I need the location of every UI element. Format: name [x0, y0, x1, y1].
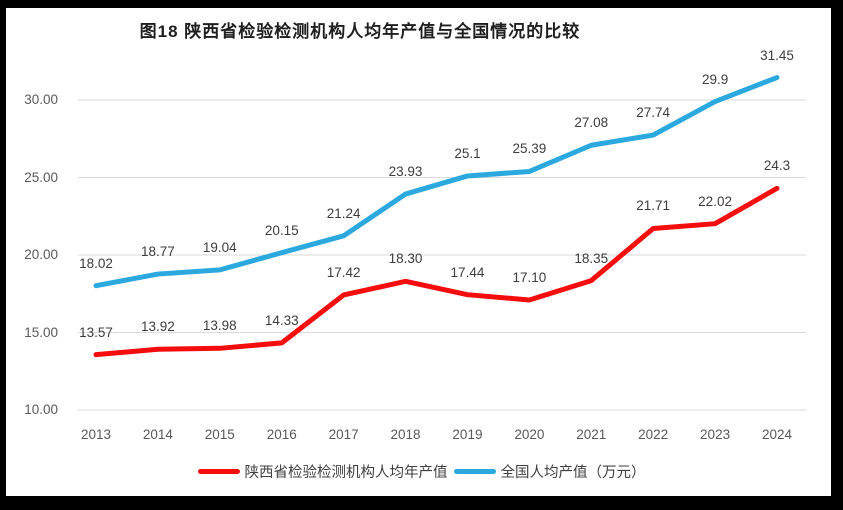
y-tick-label: 10.00	[24, 402, 58, 417]
y-tick-label: 15.00	[24, 324, 58, 340]
data-label: 18.30	[388, 251, 423, 267]
x-tick-label: 2018	[390, 427, 421, 442]
x-tick-label: 2023	[700, 427, 731, 442]
data-label: 25.39	[512, 141, 547, 157]
data-label: 19.04	[202, 239, 237, 255]
data-label: 18.77	[141, 244, 175, 260]
data-label: 31.45	[760, 47, 794, 63]
x-tick-label: 2017	[328, 427, 359, 442]
data-label: 17.44	[450, 264, 485, 280]
data-label: 17.10	[512, 269, 547, 285]
data-label: 23.93	[388, 164, 423, 180]
chart-canvas	[6, 8, 831, 496]
data-label: 22.02	[698, 193, 732, 209]
data-label: 13.98	[202, 318, 237, 334]
data-label: 18.35	[574, 250, 609, 266]
data-label: 27.08	[574, 115, 609, 131]
data-label: 21.24	[326, 205, 361, 221]
x-tick-label: 2013	[80, 427, 112, 442]
x-tick-label: 2020	[514, 427, 545, 442]
y-tick-label: 20.00	[24, 247, 58, 262]
chart-title: 图18 陕西省检验检测机构人均年产值与全国情况的比较	[139, 22, 581, 41]
y-tick-label: 30.00	[24, 92, 58, 107]
data-label: 24.3	[763, 158, 791, 174]
y-tick-label: 25.00	[24, 169, 58, 185]
x-tick-label: 2016	[266, 427, 297, 442]
x-tick-label: 2019	[452, 427, 483, 442]
data-label: 13.57	[79, 324, 113, 340]
x-tick-label: 2022	[638, 427, 669, 442]
data-label: 14.33	[264, 312, 299, 328]
legend-line-swatch-shaanxi	[197, 469, 240, 474]
data-label: 29.9	[701, 71, 729, 87]
legend-item-shaanxi: 陕西省检验检测机构人均年产值	[197, 461, 448, 482]
x-tick-label: 2015	[204, 427, 235, 442]
legend: 陕西省检验检测机构人均年产值 全国人均产值（万元）	[0, 461, 843, 482]
data-label: 17.42	[326, 264, 361, 280]
data-label: 13.92	[141, 319, 175, 335]
legend-label-national: 全国人均产值（万元）	[500, 465, 646, 481]
legend-line-swatch-national	[453, 469, 496, 474]
x-tick-label: 2024	[761, 427, 793, 442]
series-line-national	[93, 75, 780, 289]
data-label: 18.02	[79, 255, 113, 271]
x-tick-label: 2021	[576, 427, 607, 442]
data-label: 27.74	[636, 105, 671, 121]
series-line-shaanxi	[93, 185, 780, 358]
legend-label-shaanxi: 陕西省检验检测机构人均年产值	[244, 465, 448, 481]
legend-item-national: 全国人均产值（万元）	[453, 461, 646, 482]
data-label: 21.71	[636, 198, 671, 214]
data-label: 25.1	[454, 145, 481, 161]
data-label: 20.15	[264, 222, 299, 238]
x-tick-label: 2014	[142, 427, 173, 442]
